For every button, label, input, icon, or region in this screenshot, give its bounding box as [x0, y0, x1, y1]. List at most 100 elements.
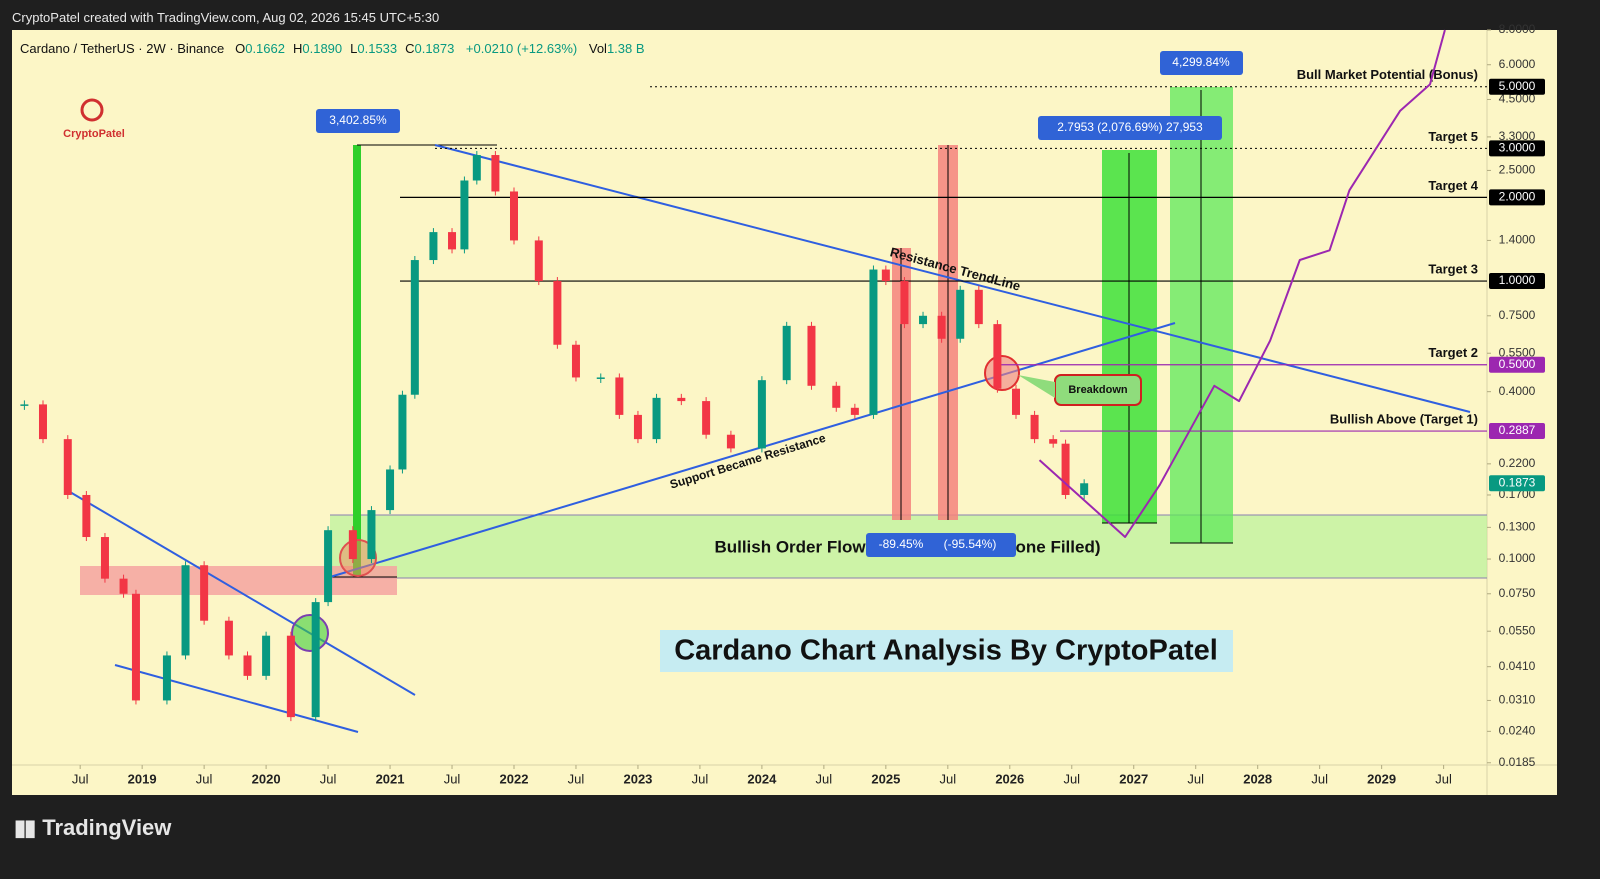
- annotation: (-95.54%): [944, 537, 997, 551]
- ohlc-label: H: [292, 41, 303, 56]
- candle: [119, 578, 128, 594]
- price-label: 5.0000: [1499, 79, 1536, 93]
- headline: Cardano Chart Analysis By CryptoPatel: [674, 635, 1218, 667]
- y-tick-label: 0.0550: [1499, 623, 1536, 637]
- plot-background: [12, 30, 1557, 795]
- price-label: 2.0000: [1499, 190, 1536, 204]
- x-tick-label: Jul: [816, 771, 833, 786]
- price-label-box: [1489, 423, 1545, 440]
- candle: [243, 655, 252, 676]
- candle: [224, 620, 233, 656]
- x-tick-label: Jul: [1435, 771, 1452, 786]
- level-name: Bull Market Potential (Bonus): [1297, 67, 1478, 82]
- candle: [100, 537, 109, 579]
- trendline: [114, 664, 359, 733]
- x-tick-label: Jul: [568, 771, 585, 786]
- candle: [596, 377, 605, 379]
- volume: 1.38 B: [606, 41, 645, 56]
- level-name: Target 5: [1428, 129, 1478, 144]
- candle: [807, 325, 816, 386]
- candle: [993, 324, 1002, 389]
- marker-circle: [291, 614, 329, 652]
- x-tick-label: Jul: [1063, 771, 1080, 786]
- candle: [919, 315, 928, 325]
- x-tick-label: 2020: [252, 771, 281, 786]
- ohlc-value: 0.1662: [245, 41, 285, 56]
- candle: [633, 414, 642, 440]
- candle: [509, 191, 518, 241]
- price-label: 0.5000: [1499, 357, 1536, 371]
- x-tick-label: 2022: [500, 771, 529, 786]
- candle: [82, 494, 91, 538]
- y-tick-label: 0.0750: [1499, 586, 1536, 600]
- candle: [348, 530, 357, 560]
- x-tick-label: 2025: [871, 771, 900, 786]
- candle: [386, 469, 395, 511]
- y-tick-label: 3.3000: [1499, 129, 1536, 143]
- y-tick-label: 4.5000: [1499, 92, 1536, 106]
- x-tick-label: 2019: [128, 771, 157, 786]
- x-tick-label: 2023: [623, 771, 652, 786]
- candle: [881, 269, 890, 282]
- candle: [491, 155, 500, 192]
- candle: [652, 397, 661, 440]
- ohlc-value: 0.1873: [414, 41, 455, 56]
- x-tick-label: 2021: [376, 771, 405, 786]
- price-label-box: [1489, 140, 1545, 157]
- price-label: 0.2887: [1499, 423, 1536, 437]
- annotation: 4,299.84%: [1172, 55, 1230, 69]
- x-tick-label: 2028: [1243, 771, 1272, 786]
- candle: [1080, 483, 1089, 495]
- candle: [460, 180, 469, 250]
- projection-path: [1038, 29, 1446, 538]
- ohlc-label: C: [405, 41, 415, 56]
- y-tick-label: 0.4000: [1499, 384, 1536, 398]
- y-tick-label: 0.7500: [1499, 308, 1536, 322]
- trendline: [434, 144, 1471, 413]
- candle: [1011, 388, 1020, 415]
- annotation: -89.45%: [879, 537, 924, 551]
- candle: [553, 281, 562, 345]
- level-name: Target 2: [1428, 345, 1478, 360]
- ohlc: O0.1662 H0.1890 L0.1533 C0.1873: [235, 41, 462, 56]
- candle: [410, 260, 419, 395]
- price-label-box: [1489, 189, 1545, 206]
- price-label: 0.1873: [1499, 475, 1536, 489]
- x-tick-label: 2027: [1119, 771, 1148, 786]
- x-tick-label: 2024: [747, 771, 777, 786]
- x-tick-label: Jul: [1187, 771, 1204, 786]
- x-tick-label: Jul: [320, 771, 337, 786]
- candle: [782, 325, 791, 381]
- candle: [1030, 414, 1039, 440]
- x-tick-label: 2026: [995, 771, 1024, 786]
- candle: [974, 289, 983, 325]
- label-box: [316, 109, 400, 133]
- y-tick-label: 0.0240: [1499, 724, 1536, 738]
- candle: [956, 289, 965, 339]
- candle: [38, 404, 47, 440]
- brand: ▮▮ TradingView: [14, 815, 171, 841]
- change: +0.0210 (+12.63%): [465, 41, 578, 56]
- candle: [181, 565, 190, 656]
- y-tick-label: 0.0310: [1499, 693, 1536, 707]
- annotation: one Filled): [1016, 537, 1101, 556]
- candle: [367, 510, 376, 560]
- candle: [311, 602, 320, 718]
- x-tick-label: 2029: [1367, 771, 1396, 786]
- y-tick-label: 2.5000: [1499, 163, 1536, 177]
- y-tick-label: 0.5500: [1499, 345, 1536, 359]
- candle: [429, 232, 438, 261]
- candle: [850, 407, 859, 415]
- price-label: 1.0000: [1499, 273, 1536, 287]
- x-tick-label: Jul: [692, 771, 709, 786]
- symbol-line: Cardano / TetherUS · 2W · Binance O0.166…: [20, 41, 653, 56]
- ohlc-value: 0.1533: [357, 41, 398, 56]
- brand-text: TradingView: [42, 815, 172, 840]
- ohlc-value: 0.1890: [302, 41, 343, 56]
- candle: [472, 155, 481, 181]
- price-label: 3.0000: [1499, 141, 1536, 155]
- x-tick-label: Jul: [940, 771, 957, 786]
- label-box: [1160, 51, 1243, 75]
